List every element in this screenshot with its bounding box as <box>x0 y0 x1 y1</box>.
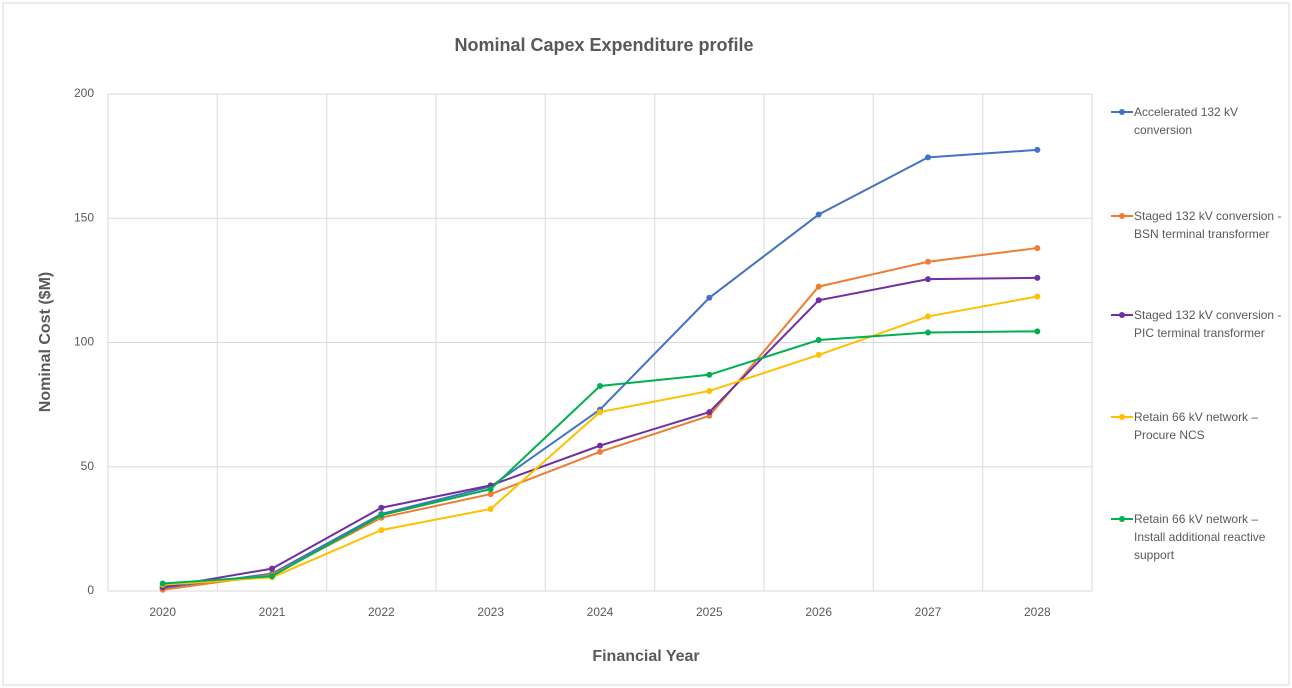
data-point <box>706 387 713 394</box>
legend-entry: Retain 66 kV network – Procure NCS <box>1110 408 1288 444</box>
data-point <box>1034 328 1041 335</box>
data-point <box>925 313 931 320</box>
legend-label: Retain 66 kV network – Install additiona… <box>1134 512 1266 562</box>
legend-label: Accelerated 132 kV conversion <box>1134 105 1239 137</box>
data-point <box>815 211 822 218</box>
legend-label: Staged 132 kV conversion - BSN terminal … <box>1134 209 1282 241</box>
legend-entry: Accelerated 132 kV conversion <box>1110 103 1288 139</box>
x-axis-title: Financial Year <box>592 648 699 665</box>
data-point <box>925 329 931 336</box>
data-point <box>706 371 713 378</box>
data-point <box>815 297 822 304</box>
data-point <box>487 505 494 512</box>
legend-entry: Staged 132 kV conversion - PIC terminal … <box>1110 306 1288 342</box>
data-point <box>269 565 275 572</box>
legend-label: Retain 66 kV network – Procure NCS <box>1134 410 1259 442</box>
x-tick-label: 2026 <box>805 605 832 619</box>
legend-marker <box>1111 414 1133 420</box>
data-point <box>597 442 603 449</box>
data-point <box>706 409 713 416</box>
y-tick-label: 100 <box>74 335 94 349</box>
data-point <box>925 258 931 265</box>
legend-entry: Staged 132 kV conversion - BSN terminal … <box>1110 207 1288 243</box>
x-tick-label: 2024 <box>587 605 614 619</box>
y-tick-label: 150 <box>74 210 94 224</box>
data-point <box>1034 293 1041 300</box>
y-tick-label: 50 <box>81 459 95 473</box>
y-axis-title: Nominal Cost ($M) <box>37 272 54 412</box>
data-point <box>597 382 603 389</box>
data-point <box>269 573 275 580</box>
legend-marker <box>1111 516 1133 522</box>
legend-dot <box>1119 414 1125 420</box>
x-tick-label: 2020 <box>149 605 176 619</box>
data-point <box>706 294 713 301</box>
x-tick-label: 2027 <box>915 605 942 619</box>
data-point <box>815 351 822 358</box>
data-point <box>159 580 166 587</box>
legend-dot <box>1119 109 1125 115</box>
data-point <box>378 504 385 511</box>
x-tick-label: 2028 <box>1024 605 1051 619</box>
chart-title: Nominal Capex Expenditure profile <box>454 35 753 55</box>
data-point <box>1034 274 1041 281</box>
data-point <box>925 276 931 283</box>
data-point <box>597 409 603 416</box>
x-tick-label: 2023 <box>477 605 504 619</box>
data-point <box>487 486 494 493</box>
data-point <box>378 512 385 519</box>
data-point <box>378 527 385 534</box>
legend-dot <box>1119 312 1125 318</box>
data-point <box>597 448 603 455</box>
legend-dot <box>1119 516 1125 522</box>
legend-marker <box>1111 213 1133 219</box>
y-tick-label: 200 <box>74 86 94 100</box>
data-point <box>487 491 494 498</box>
data-point <box>1034 245 1041 252</box>
x-tick-label: 2025 <box>696 605 723 619</box>
legend-dot <box>1119 213 1125 219</box>
legend-entry: Retain 66 kV network – Install additiona… <box>1110 510 1288 564</box>
legend-label: Staged 132 kV conversion - PIC terminal … <box>1134 308 1282 340</box>
x-tick-label: 2022 <box>368 605 395 619</box>
data-point <box>1034 146 1041 153</box>
y-tick-label: 0 <box>87 583 94 597</box>
data-point <box>815 283 822 290</box>
data-point <box>815 337 822 344</box>
legend-marker <box>1111 312 1133 318</box>
x-tick-label: 2021 <box>259 605 286 619</box>
data-point <box>925 154 931 161</box>
legend-marker <box>1111 109 1133 115</box>
